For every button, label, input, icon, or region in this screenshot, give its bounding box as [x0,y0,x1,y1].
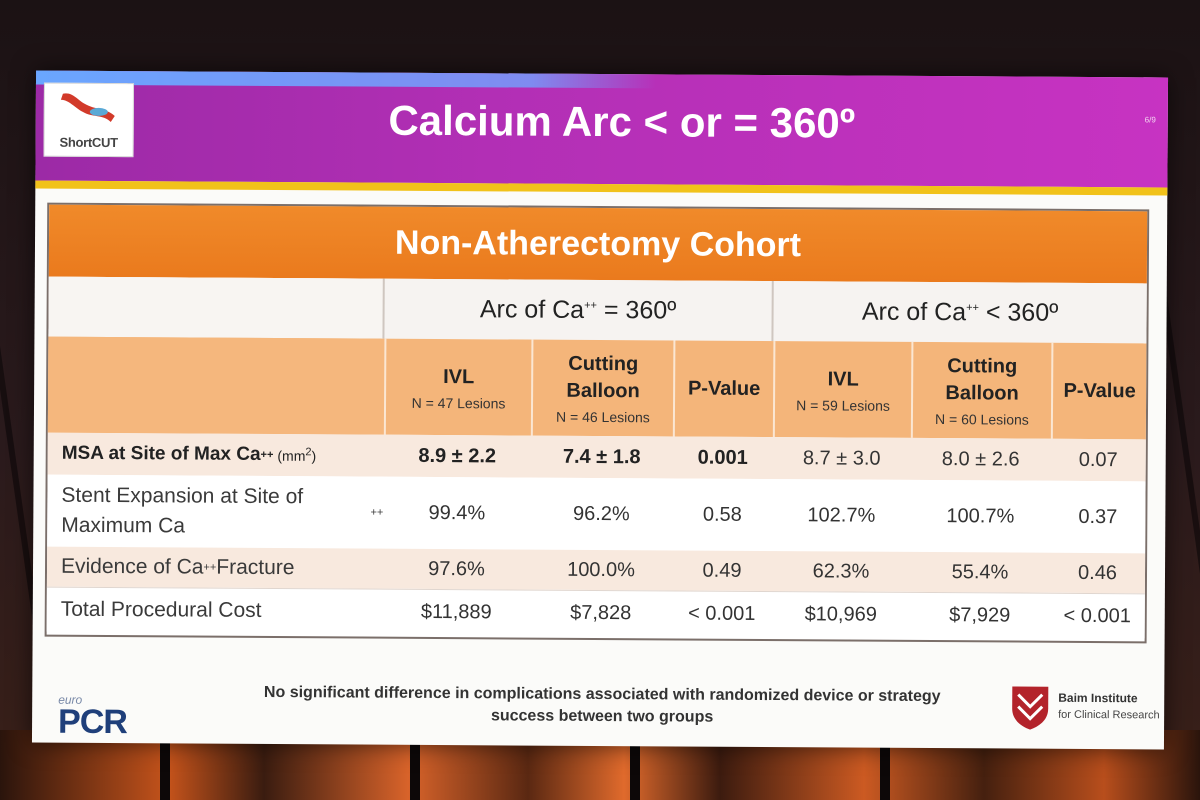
table-cell: 0.58 [702,503,742,526]
column-header: IVL N = 47 Lesions [383,338,532,436]
table-cell: 99.4% [428,501,486,524]
column-label: Cutting Balloon [566,352,640,403]
europcr-logo: PCR [57,702,127,742]
table-cell: 100.0% [567,558,636,581]
vessel-icon [60,93,115,123]
column-header: P-Value [1050,342,1147,440]
column-label: P-Value [1063,379,1136,402]
table-cell: $7,929 [949,603,1011,627]
table-cell: < 0.001 [688,602,756,625]
table-cell: < 0.001 [1063,604,1131,627]
table-cell: $10,969 [804,602,877,626]
table-cell: 0.001 [697,446,748,469]
presentation-slide: ShortCUT Calcium Arc < or = 360º 6/9 Non… [31,70,1169,750]
column-label: IVL [443,365,475,388]
empty-header-cell [47,336,385,435]
column-header: IVL N = 59 Lesions [772,341,912,438]
group-header-row: Arc of Ca++ = 360º Arc of Ca++ < 360º [48,276,1147,344]
table-cell: 96.2% [572,502,630,525]
table-row: Evidence of Ca ++ Fracture 97.6% 100.0% 0… [46,546,1146,594]
stage-divider [630,730,640,800]
column-label: IVL [827,367,859,391]
table-cell: 97.6% [428,557,485,580]
table-cell: 100.7% [946,504,1015,528]
table-cell: $11,889 [420,600,492,623]
logo-text: ShortCUT [59,134,118,151]
row-label: Stent Expansion at Site of Maximum Ca ++ [61,483,384,538]
institute-subtitle: for Clinical Research [1058,708,1160,722]
column-label: Cutting Balloon [945,355,1019,405]
table-cell: 55.4% [951,560,1009,583]
column-n: N = 59 Lesions [796,396,890,414]
table-cell: 7.4 ± 1.8 [562,445,641,468]
column-header: Cutting Balloon N = 46 Lesions [530,339,674,437]
table-cell: 8.0 ± 2.6 [941,447,1020,471]
row-label: MSA at Site of Max Ca ++ (mm2) [61,442,317,465]
slide-header: ShortCUT Calcium Arc < or = 360º 6/9 [35,70,1169,188]
column-header: P-Value [672,340,774,438]
stage-divider [160,730,170,800]
table-row: Stent Expansion at Site of Maximum Ca ++ … [47,474,1146,554]
slide-title: Calcium Arc < or = 360º [388,96,856,147]
column-n: N = 46 Lesions [556,408,650,426]
table-cell: 62.3% [812,559,870,583]
stage-divider [410,730,420,800]
column-header: Cutting Balloon N = 60 Lesions [910,341,1052,439]
group-header-text: Arc of Ca++ = 360º [479,294,677,324]
table-cell: 0.37 [1078,505,1118,528]
column-n: N = 60 Lesions [934,411,1029,428]
shortcut-logo: ShortCUT [43,82,134,158]
slide-number: 6/9 [1144,115,1156,125]
row-label: Evidence of Ca ++ Fracture [60,554,295,580]
footnote: No significant difference in complicatio… [263,683,941,726]
column-n: N = 47 Lesions [411,394,506,411]
table-cell: 8.9 ± 2.2 [418,444,497,467]
results-table: Non-Atherectomy Cohort Arc of Ca++ = 360… [44,202,1150,644]
row-label: Total Procedural Cost [60,597,262,622]
baim-shield-icon [1012,686,1049,730]
cohort-title: Non-Atherectomy Cohort [48,204,1148,284]
institute-name: Baim Institute [1058,690,1138,706]
group-header-lt360: Arc of Ca++ < 360º [773,281,1146,343]
table-cell: 102.7% [807,503,876,527]
column-label: P-Value [687,377,761,400]
table-cell: 0.46 [1077,561,1118,584]
empty-corner [48,276,385,339]
table-cell: 0.49 [702,559,742,582]
group-header-text: Arc of Ca++ < 360º [861,297,1059,327]
group-header-360: Arc of Ca++ = 360º [384,278,774,342]
table-cell: 0.07 [1078,448,1118,471]
table-row: MSA at Site of Max Ca ++ (mm2) 8.9 ± 2.2 … [47,432,1146,482]
table-cell: 8.7 ± 3.0 [802,446,881,470]
table-row: Total Procedural Cost $11,889 $7,828 < 0… [46,586,1145,639]
column-header-row: IVL N = 47 Lesions Cutting Balloon N = 4… [47,336,1147,440]
stage-divider [880,730,890,800]
table-cell: $7,828 [570,601,632,624]
